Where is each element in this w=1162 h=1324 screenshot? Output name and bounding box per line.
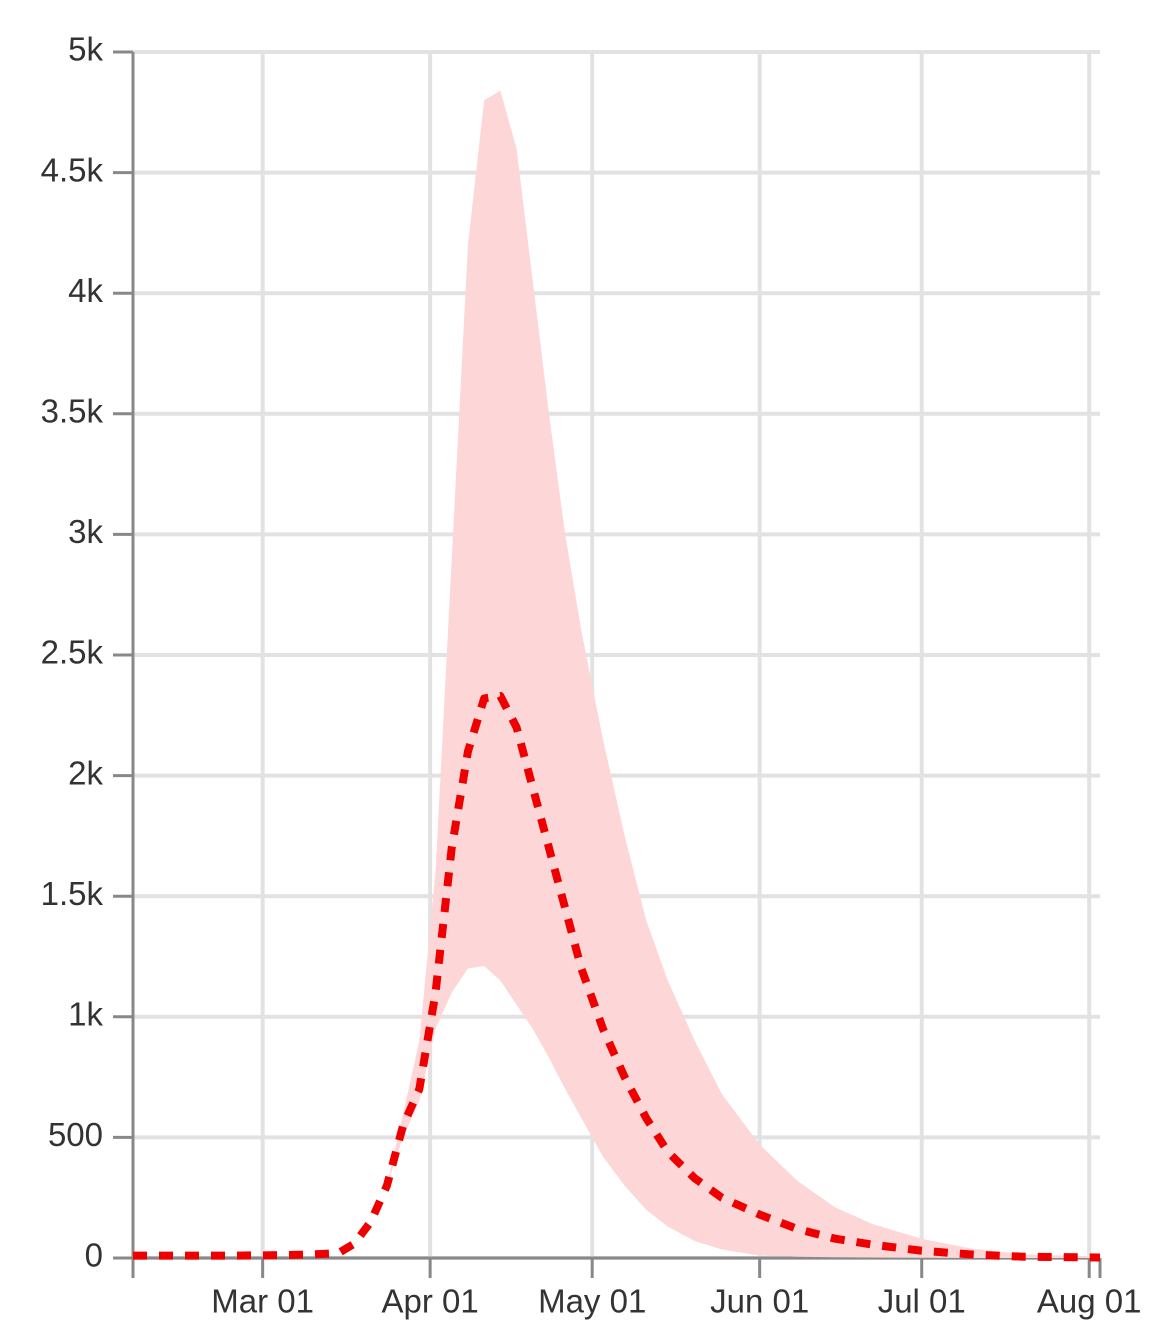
uncertainty-band	[133, 90, 1100, 1258]
x-tick-label: Apr 01	[382, 1283, 479, 1320]
x-tick-label: May 01	[538, 1283, 646, 1320]
x-tick-label: Jun 01	[710, 1283, 809, 1320]
y-tick-label: 1.5k	[41, 875, 104, 912]
y-tick-label: 4.5k	[41, 151, 104, 188]
x-tick-label: Aug 01	[1037, 1283, 1142, 1320]
y-tick-label: 2k	[68, 754, 103, 791]
x-tick-label: Mar 01	[211, 1283, 314, 1320]
y-tick-label: 1k	[68, 996, 103, 1033]
y-tick-label: 500	[48, 1116, 103, 1153]
y-tick-label: 4k	[68, 272, 103, 309]
y-tick-label: 2.5k	[41, 634, 104, 671]
y-tick-label: 0	[85, 1237, 103, 1274]
x-tick-label: Jul 01	[878, 1283, 966, 1320]
y-tick-label: 5k	[68, 31, 103, 68]
line	[133, 692, 1101, 1262]
y-tick-label: 3.5k	[41, 393, 104, 430]
y-tick-label: 3k	[68, 513, 103, 550]
